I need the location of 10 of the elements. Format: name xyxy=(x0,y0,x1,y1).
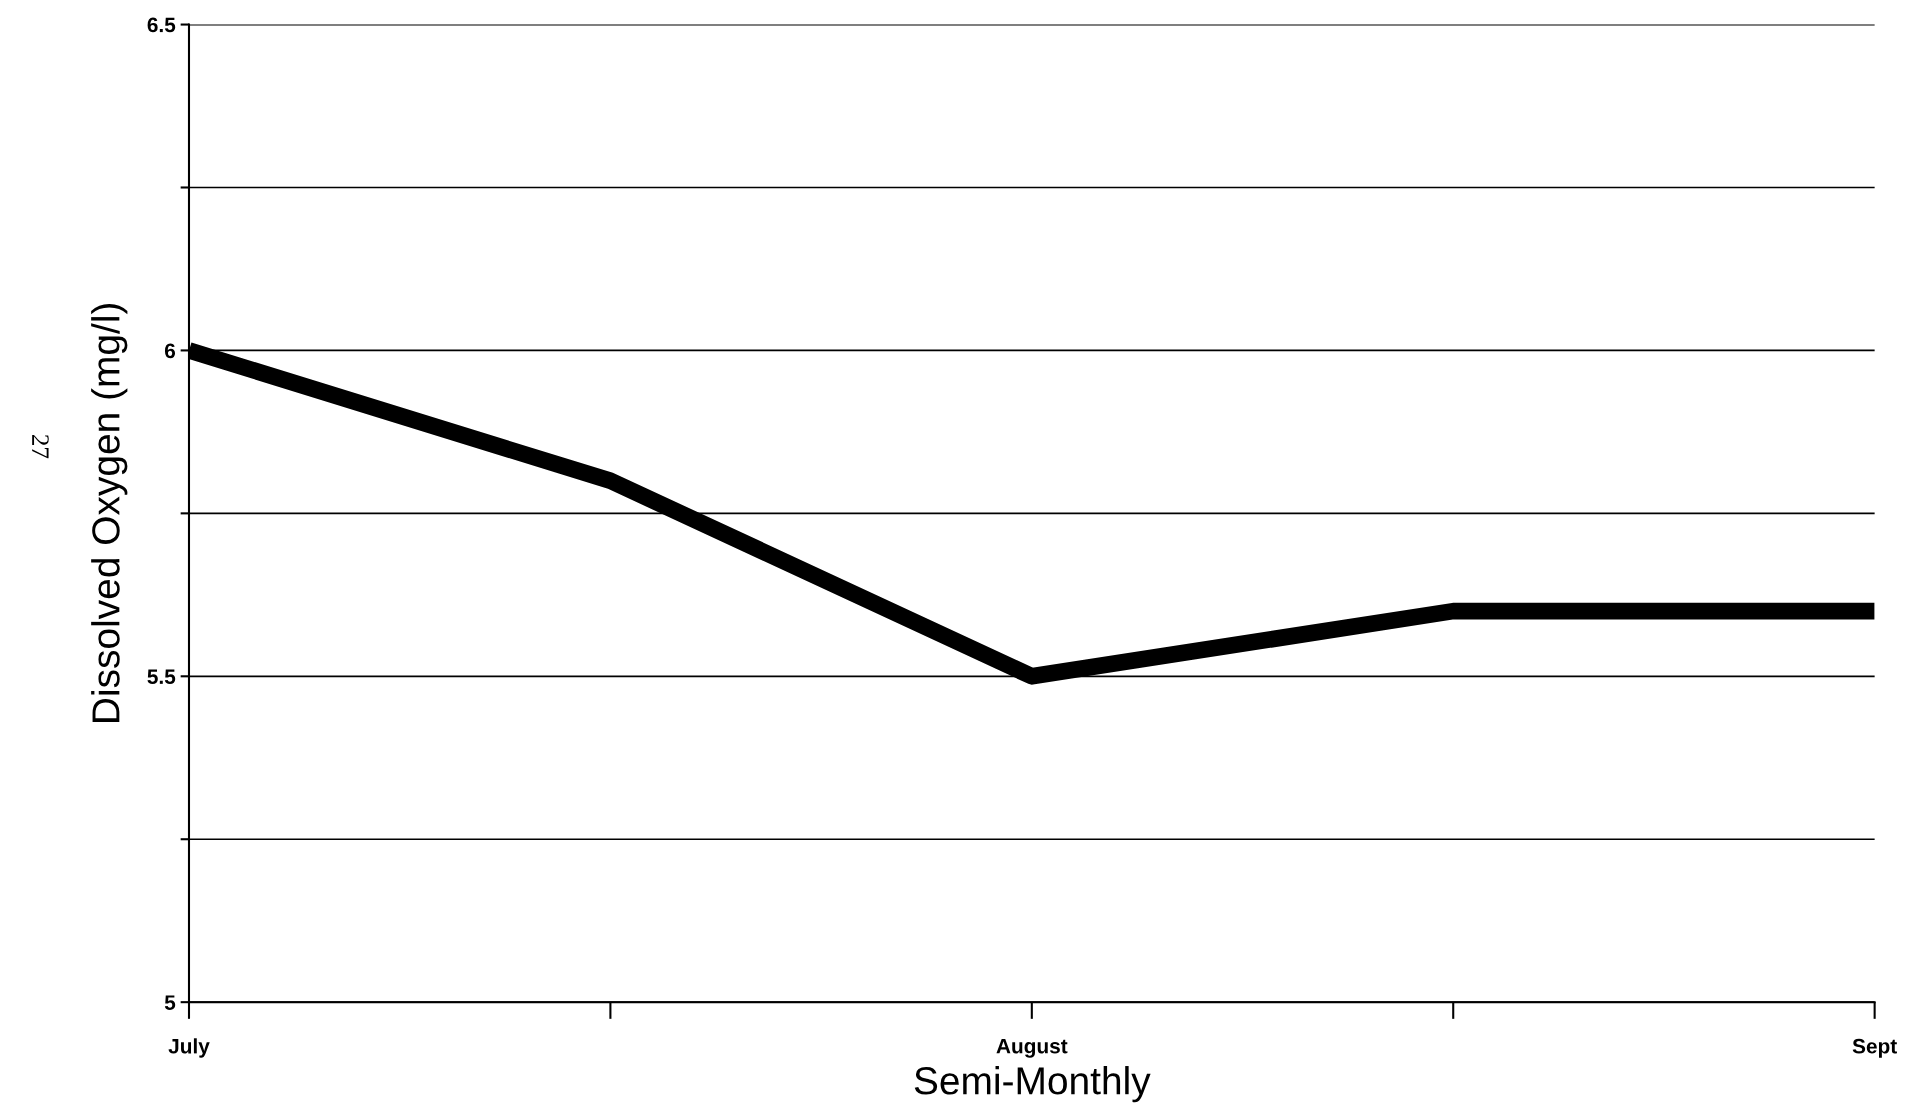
y-tick-label: 5.5 xyxy=(147,669,176,685)
x-tick-label: July xyxy=(168,1038,210,1058)
x-tick-label: August xyxy=(996,1038,1068,1058)
text: 27 xyxy=(32,435,49,459)
y-tick-label: 5 xyxy=(164,995,176,1010)
y-tick-label: 6 xyxy=(164,343,176,359)
y-axis-title: Dissolved Oxygen (mg/l) xyxy=(91,303,128,722)
x-axis-title: Semi-Monthly xyxy=(914,1066,1151,1103)
y-tick-label: 6.5 xyxy=(147,17,176,33)
x-tick-label: Sept xyxy=(1852,1038,1897,1058)
